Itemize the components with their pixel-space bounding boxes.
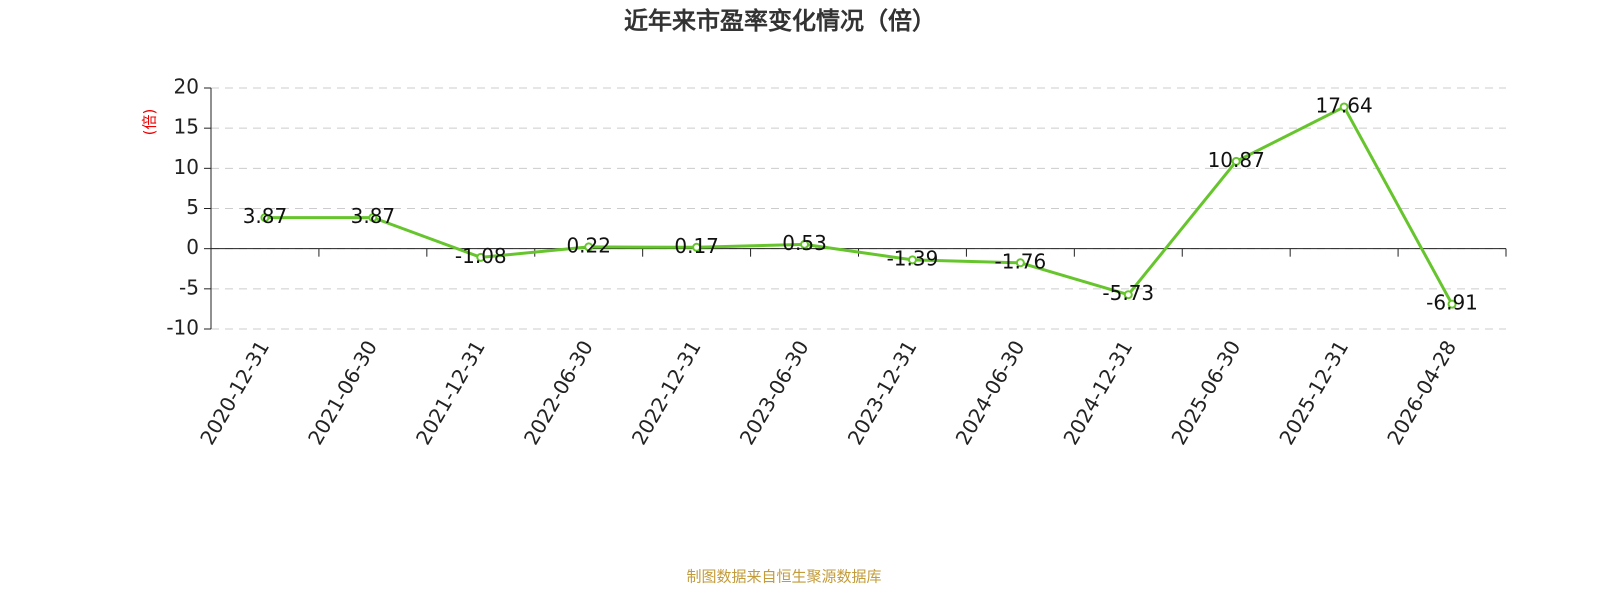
- data-point: [260, 213, 270, 223]
- y-tick-label: -5: [179, 275, 199, 299]
- data-label: 0.22: [566, 233, 611, 257]
- y-tick-label: 15: [174, 115, 199, 139]
- y-tick-label: 0: [186, 235, 199, 259]
- chart-title: 近年来市盈率变化情况（倍）: [624, 7, 936, 35]
- y-tick-label: 5: [186, 195, 199, 219]
- data-label: 17.64: [1315, 93, 1372, 117]
- data-label: -1.76: [995, 249, 1047, 273]
- x-tick-label: 2022-06-30: [519, 336, 598, 449]
- data-point: [692, 242, 702, 252]
- data-label: 10.87: [1208, 148, 1265, 172]
- data-label: 3.87: [351, 204, 396, 228]
- x-tick-label: 2021-06-30: [303, 336, 382, 449]
- data-point: [1123, 290, 1133, 300]
- x-tick-label: 2023-12-31: [843, 336, 922, 449]
- data-label: 0.53: [782, 231, 827, 255]
- data-point: [584, 242, 594, 252]
- y-tick-label: 10: [174, 155, 199, 179]
- data-point: [907, 255, 917, 265]
- data-label: 0.17: [674, 234, 719, 258]
- data-label: -6.91: [1426, 291, 1478, 315]
- data-point: [1015, 258, 1025, 268]
- x-tick-label: 2025-06-30: [1166, 336, 1245, 449]
- x-tick-label: 2025-12-31: [1274, 336, 1353, 449]
- data-point: [800, 239, 810, 249]
- data-point: [1339, 102, 1349, 112]
- data-label: -5.73: [1102, 281, 1154, 305]
- data-point: [368, 213, 378, 223]
- data-point: [1447, 299, 1457, 309]
- data-label: 3.87: [243, 204, 288, 228]
- x-tick-label: 2024-06-30: [951, 336, 1030, 449]
- line-series: [264, 105, 1454, 305]
- x-tick-label: 2026-04-28: [1382, 336, 1461, 449]
- x-tick-label: 2022-12-31: [627, 336, 706, 449]
- y-tick-label: -10: [166, 316, 199, 340]
- x-tick-label: 2024-12-31: [1058, 336, 1137, 449]
- data-point: [1231, 156, 1241, 166]
- data-point: [476, 252, 486, 262]
- x-tick-label: 2023-06-30: [735, 336, 814, 449]
- y-axis-label: (倍): [141, 109, 159, 136]
- data-label: -1.39: [887, 246, 939, 270]
- source-note: 制图数据来自恒生聚源数据库: [686, 568, 881, 586]
- data-label: -1.08: [455, 244, 507, 268]
- x-tick-label: 2020-12-31: [195, 336, 274, 449]
- y-tick-label: 20: [174, 75, 199, 99]
- x-tick-label: 2021-12-31: [411, 336, 490, 449]
